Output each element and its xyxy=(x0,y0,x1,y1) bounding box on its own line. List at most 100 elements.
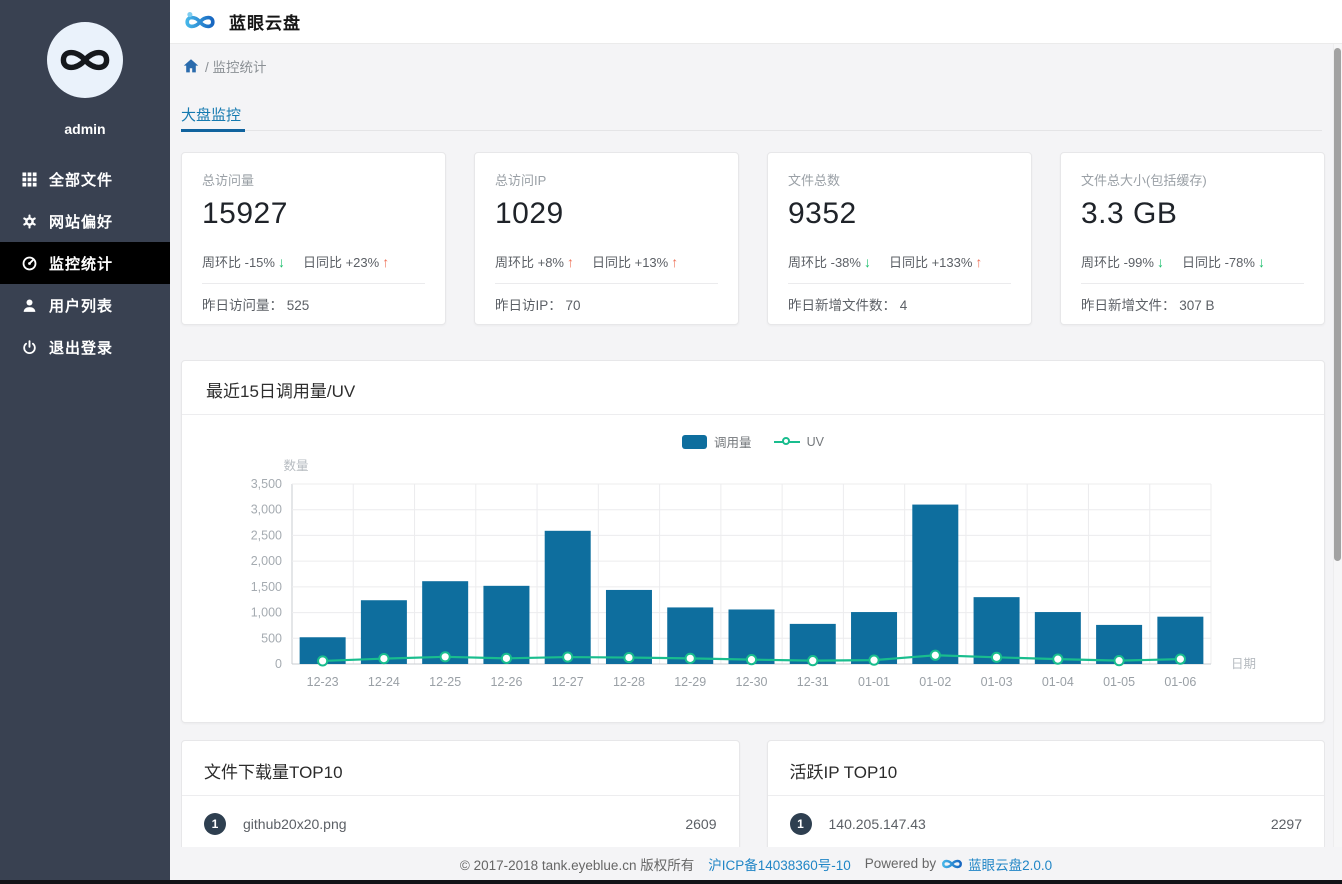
power-icon xyxy=(22,339,37,355)
list-item: 1 140.205.147.43 2297 xyxy=(768,796,1325,847)
sidebar-item-all-files[interactable]: 全部文件 xyxy=(0,158,170,200)
footer-logo-icon xyxy=(942,859,963,868)
stat-label: 文件总数 xyxy=(788,173,841,188)
stat-label: 文件总大小(包括缓存) xyxy=(1081,173,1207,188)
svg-text:12-26: 12-26 xyxy=(490,675,522,689)
card-divider xyxy=(495,283,718,284)
svg-text:01-04: 01-04 xyxy=(1042,675,1074,689)
tab-dashboard-monitor[interactable]: 大盘监控 xyxy=(181,107,242,124)
svg-text:3,500: 3,500 xyxy=(251,477,282,491)
breadcrumb: / 监控统计 xyxy=(183,56,267,76)
svg-text:12-25: 12-25 xyxy=(429,675,461,689)
stat-trend-row: 周环比 +8% ↑ 日同比 +13% ↑ xyxy=(495,252,718,271)
line-swatch-icon xyxy=(773,435,800,449)
list-title: 活跃IP TOP10 xyxy=(789,763,898,782)
svg-text:01-02: 01-02 xyxy=(919,675,951,689)
infinity-logo-icon xyxy=(60,49,110,71)
card-divider xyxy=(1081,283,1304,284)
card-divider xyxy=(788,283,1011,284)
trend-arrow-icon: ↓ xyxy=(863,254,871,270)
stat-trend-row: 周环比 -15% ↓ 日同比 +23% ↑ xyxy=(202,252,425,271)
top-lists-row: 文件下载量TOP10 1 github20x20.png 2609 活跃IP T… xyxy=(181,740,1325,847)
visit-count: 2297 xyxy=(1270,816,1302,832)
svg-text:12-29: 12-29 xyxy=(674,675,706,689)
wow-text: 周环比 -38% xyxy=(788,255,861,270)
sidebar-item-monitoring[interactable]: 监控统计 xyxy=(0,242,170,284)
trend-arrow-icon: ↑ xyxy=(975,254,983,270)
wow-text: 周环比 -99% xyxy=(1081,255,1154,270)
tab-active-underline xyxy=(181,129,245,132)
svg-text:数量: 数量 xyxy=(283,458,308,473)
legend-item-line[interactable]: UV xyxy=(773,434,824,449)
svg-text:1,500: 1,500 xyxy=(251,580,282,594)
copyright-text: © 2017-2018 tank.eyeblue.cn 版权所有 xyxy=(459,857,695,873)
legend-label: 调用量 xyxy=(714,436,752,450)
svg-text:01-05: 01-05 xyxy=(1103,675,1135,689)
dod-text: 日同比 -78% xyxy=(1181,255,1255,270)
svg-text:1,000: 1,000 xyxy=(251,606,282,620)
sidebar-item-label: 网站偏好 xyxy=(49,213,114,231)
gear-icon xyxy=(22,213,37,229)
dod-text: 日同比 +13% xyxy=(592,255,669,270)
stat-trend-row: 周环比 -38% ↓ 日同比 +133% ↑ xyxy=(788,252,1011,271)
stat-value: 9352 xyxy=(788,197,857,230)
svg-text:12-23: 12-23 xyxy=(307,675,339,689)
home-icon[interactable] xyxy=(183,58,199,74)
sidebar-item-site-preferences[interactable]: 网站偏好 xyxy=(0,200,170,242)
stat-footer: 昨日访问量： 525 xyxy=(202,298,310,313)
svg-text:500: 500 xyxy=(261,631,282,645)
file-name: github20x20.png xyxy=(243,816,347,832)
app-title: 蓝眼云盘 xyxy=(229,14,301,33)
stat-card-total-files: 文件总数 9352 周环比 -38% ↓ 日同比 +133% ↑ 昨日新增文件数： … xyxy=(767,152,1032,325)
svg-text:12-24: 12-24 xyxy=(368,675,400,689)
trend-arrow-icon: ↑ xyxy=(671,254,679,270)
app-logo-icon xyxy=(185,11,215,28)
sidebar-item-logout[interactable]: 退出登录 xyxy=(0,326,170,368)
stat-card-total-ips: 总访问IP 1029 周环比 +8% ↑ 日同比 +13% ↑ 昨日访IP： 70 xyxy=(474,152,739,325)
stat-cards-row: 总访问量 15927 周环比 -15% ↓ 日同比 +23% ↑ 昨日访问量： 52… xyxy=(181,152,1325,325)
grid-icon xyxy=(22,171,37,187)
chart-title-divider xyxy=(182,414,1324,415)
list-item: 1 github20x20.png 2609 xyxy=(182,796,739,847)
sidebar-item-label: 监控统计 xyxy=(49,255,114,273)
sidebar-item-label: 退出登录 xyxy=(49,339,114,357)
sidebar-item-label: 用户列表 xyxy=(49,297,114,315)
legend-item-bar[interactable]: 调用量 xyxy=(682,432,752,451)
download-count: 2609 xyxy=(685,816,717,832)
stat-value: 1029 xyxy=(495,197,564,230)
svg-text:12-31: 12-31 xyxy=(797,675,829,689)
stat-trend-row: 周环比 -99% ↓ 日同比 -78% ↓ xyxy=(1081,252,1304,271)
stat-card-total-visits: 总访问量 15927 周环比 -15% ↓ 日同比 +23% ↑ 昨日访问量： 52… xyxy=(181,152,446,325)
svg-text:日期: 日期 xyxy=(1231,657,1256,671)
tab-bar-divider xyxy=(181,130,1322,131)
svg-text:2,000: 2,000 xyxy=(251,554,282,568)
chart-title: 最近15日调用量/UV xyxy=(206,382,356,401)
svg-text:3,000: 3,000 xyxy=(251,503,282,517)
icp-link[interactable]: 沪ICP备14038360号-10 xyxy=(708,857,851,873)
list-title: 文件下载量TOP10 xyxy=(204,763,343,782)
legend-label: UV xyxy=(806,434,824,449)
stat-value: 3.3 GB xyxy=(1081,197,1178,230)
dod-text: 日同比 +133% xyxy=(888,255,973,270)
trend-arrow-icon: ↓ xyxy=(1257,254,1265,270)
sidebar-item-user-list[interactable]: 用户列表 xyxy=(0,284,170,326)
list-divider xyxy=(182,795,739,796)
list-divider xyxy=(767,795,1324,796)
stat-label: 总访问IP xyxy=(495,173,547,188)
scrollbar-thumb[interactable] xyxy=(1334,48,1341,561)
product-version-link[interactable]: 蓝眼云盘2.0.0 xyxy=(968,857,1053,873)
bar-swatch-icon xyxy=(682,434,708,449)
page-footer: © 2017-2018 tank.eyeblue.cn 版权所有 沪ICP备14… xyxy=(170,847,1342,880)
sidebar: admin 全部文件 网站偏好 监控统计 用户列表 xyxy=(0,0,170,884)
top-ips-card: 活跃IP TOP10 1 140.205.147.43 2297 xyxy=(766,740,1325,847)
trend-arrow-icon: ↓ xyxy=(1156,254,1164,270)
ip-address: 140.205.147.43 xyxy=(828,816,926,832)
svg-text:01-03: 01-03 xyxy=(981,675,1013,689)
avatar[interactable] xyxy=(47,22,123,98)
bottom-strip xyxy=(0,880,1342,884)
svg-text:12-30: 12-30 xyxy=(736,675,768,689)
stat-value: 15927 xyxy=(202,197,288,230)
scrollbar-track[interactable] xyxy=(1333,44,1342,880)
username: admin xyxy=(64,121,106,137)
